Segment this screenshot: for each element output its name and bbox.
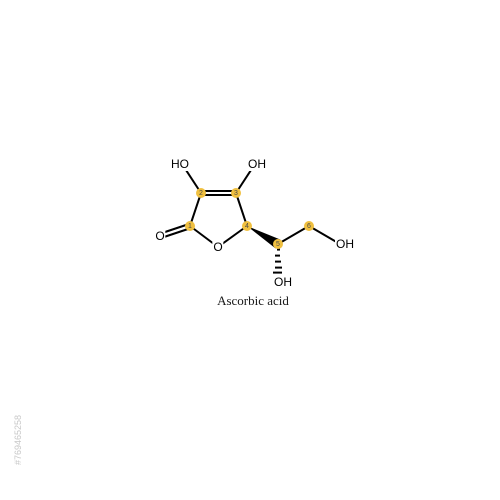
carbon-number-marker: 5 — [273, 239, 283, 249]
atom-label: OH — [335, 237, 355, 251]
carbon-number-marker: 4 — [242, 221, 252, 231]
carbon-number-marker: 1 — [185, 221, 195, 231]
carbon-number-marker: 6 — [304, 221, 314, 231]
atom-label: O — [154, 229, 165, 243]
watermark-text: #769465258 — [13, 415, 23, 465]
atom-label: O — [212, 240, 223, 254]
bond-segment — [274, 267, 281, 269]
bond-segment — [276, 249, 279, 251]
carbon-number-marker: 3 — [231, 188, 241, 198]
atom-label: OH — [273, 275, 293, 289]
bond-segment — [275, 261, 281, 263]
carbon-number-marker: 2 — [196, 188, 206, 198]
atom-label: HO — [170, 157, 190, 171]
bond-segment — [276, 255, 281, 257]
compound-caption: Ascorbic acid — [217, 293, 289, 309]
molecule-diagram: O O HO OH OH OH 1 2 3 4 5 6 Ascorbic acid #7694652… — [0, 0, 500, 500]
atom-label: OH — [247, 157, 267, 171]
bond-segment — [274, 272, 283, 274]
